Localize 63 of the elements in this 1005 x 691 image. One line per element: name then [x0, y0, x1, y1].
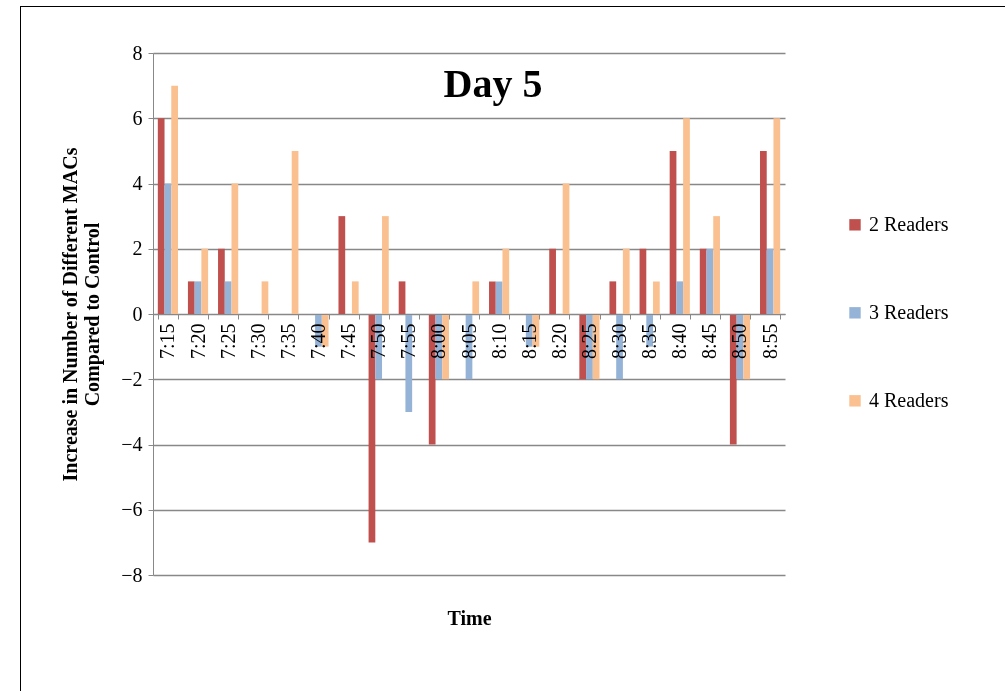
bar — [171, 85, 178, 314]
bar — [187, 281, 195, 314]
bar — [609, 281, 617, 314]
x-tick-label: 8:20 — [547, 323, 570, 360]
x-tick-label: 7:15 — [156, 323, 179, 360]
bar — [699, 248, 707, 314]
x-tick-label: 8:50 — [728, 323, 751, 360]
bar — [261, 281, 269, 314]
y-tick-label: 6 — [132, 106, 143, 129]
bar — [622, 248, 630, 314]
bar — [653, 281, 660, 314]
bar — [338, 216, 346, 314]
x-tick-label: 8:25 — [577, 323, 600, 360]
x-tick-label: 8:40 — [668, 323, 691, 360]
x-tick-label: 8:00 — [427, 323, 450, 360]
bar — [489, 281, 496, 314]
x-tick-label: 7:40 — [306, 323, 329, 360]
bar — [676, 281, 684, 314]
x-tick-label: 7:20 — [186, 323, 209, 360]
x-tick-label: 8:15 — [517, 323, 540, 360]
bar — [472, 281, 480, 314]
bar — [382, 216, 389, 314]
bar — [760, 150, 767, 314]
x-tick-label: 7:55 — [397, 323, 420, 360]
y-axis-title: Increase in Number of Different MACs Compared to Control — [59, 147, 105, 482]
bar — [495, 281, 503, 314]
x-tick-label: 8:10 — [487, 323, 510, 360]
y-tick-label: 0 — [132, 302, 143, 325]
x-tick-label: 7:45 — [337, 323, 360, 360]
x-tick-label: 8:55 — [758, 323, 781, 360]
y-tick-label: 4 — [132, 172, 143, 194]
legend-label: 4 Readers — [869, 388, 949, 411]
bar — [502, 248, 510, 314]
bar — [773, 118, 781, 314]
bar — [549, 248, 556, 314]
bar — [218, 248, 225, 314]
y-tick-label: −6 — [121, 498, 143, 521]
legend-label: 3 Readers — [869, 300, 949, 323]
y-tick-label: −4 — [121, 433, 143, 455]
x-tick-label: 7:35 — [276, 323, 299, 360]
x-tick-label: 7:30 — [246, 323, 269, 360]
x-tick-label: 8:05 — [457, 323, 480, 360]
x-tick-label: 7:50 — [367, 323, 390, 360]
bar — [201, 248, 209, 314]
bar — [683, 118, 690, 314]
x-tick-label: 7:25 — [216, 323, 239, 360]
bar — [157, 118, 165, 314]
bar — [231, 183, 239, 314]
x-tick-label: 8:30 — [608, 323, 631, 360]
bar — [194, 281, 202, 314]
bar — [398, 281, 406, 314]
x-axis-title: Time — [447, 607, 492, 630]
chart-title: Day 5 — [443, 61, 543, 106]
y-tick-label: 8 — [132, 41, 143, 64]
legend-label: 2 Readers — [869, 212, 949, 235]
x-tick-label: 8:35 — [638, 323, 661, 360]
y-tick-label: 2 — [132, 237, 143, 260]
x-tick-label: 8:45 — [698, 323, 721, 360]
bar — [713, 216, 720, 314]
bar — [351, 281, 359, 314]
y-tick-label: −2 — [121, 367, 143, 390]
y-tick-label: −8 — [121, 563, 143, 586]
bar — [224, 281, 232, 314]
